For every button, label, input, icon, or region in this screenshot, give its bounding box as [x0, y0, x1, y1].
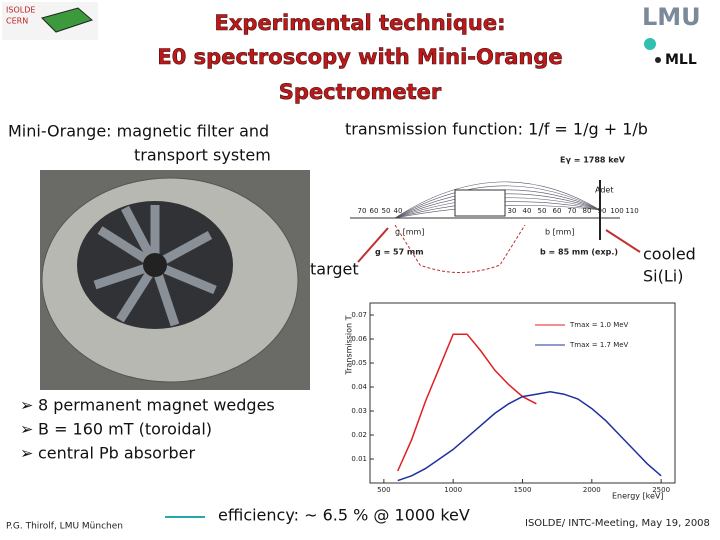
label: cooled [643, 245, 696, 264]
legend-label: Tmax = 1.0 MeV [569, 321, 629, 329]
y-tick-label: 0.01 [351, 455, 367, 463]
scale-label: 60 [553, 207, 562, 215]
logo-lmu: LMU MLL [642, 3, 701, 68]
x-tick-label: 2500 [652, 486, 670, 494]
scale-label: 50 [538, 207, 547, 215]
label: Si(Li) [643, 267, 683, 286]
label: b [mm] [545, 228, 574, 237]
x-tick-label: 1000 [444, 486, 462, 494]
schematic: Eγ = 1788 keV Adet g [mm] b [mm] g = 57 … [350, 156, 641, 273]
x-axis-title: Energy [keV] [612, 492, 664, 501]
scale-label: 80 [583, 207, 592, 215]
legend-label: Tmax = 1.7 MeV [569, 341, 629, 349]
title: Spectrometer [279, 80, 442, 104]
x-tick-label: 500 [377, 486, 390, 494]
scale-label: 100 [610, 207, 623, 215]
scale-label: 40 [394, 207, 403, 215]
bullet-icon: ➢ [20, 396, 33, 415]
logo-text: MLL [665, 52, 697, 68]
scale-label: 40 [523, 207, 532, 215]
scale-label: 60 [370, 207, 379, 215]
scale-label: 110 [625, 207, 638, 215]
footer-meeting: ISOLDE/ INTC-Meeting, May 19, 2008 [525, 518, 710, 529]
caption: Mini-Orange: magnetic filter and [8, 122, 269, 141]
bullet-icon: ➢ [20, 444, 33, 463]
photo [40, 170, 310, 390]
title: Experimental technique: [215, 11, 506, 35]
label: g = 57 mm [375, 248, 424, 257]
x-tick-label: 2000 [583, 486, 601, 494]
label: Adet [595, 186, 613, 195]
chart: Transmission T Energy [keV] 0.01 0.02 0.03… [345, 302, 676, 501]
footer-author: P.G. Thirolf, LMU München [6, 522, 123, 532]
label: b = 85 mm (exp.) [540, 248, 618, 257]
caption: transport system [134, 146, 271, 165]
plot-area [369, 302, 676, 484]
logo-text: LMU [642, 3, 701, 31]
logo-text: ISOLDE [6, 6, 35, 15]
scale-label: 70 [568, 207, 577, 215]
y-tick-label: 0.07 [351, 311, 367, 319]
y-tick-label: 0.06 [351, 335, 367, 343]
y-tick-label: 0.04 [351, 383, 367, 391]
logo-text: CERN [6, 17, 28, 26]
scale-label: 90 [598, 207, 607, 215]
footer-efficiency: efficiency: ~ 6.5 % @ 1000 keV [218, 506, 470, 525]
bullet-icon: ➢ [20, 420, 33, 439]
y-tick-label: 0.05 [351, 359, 367, 367]
y-tick-label: 0.02 [351, 431, 367, 439]
x-tick-label: 1500 [514, 486, 532, 494]
scale-label: 50 [382, 207, 391, 215]
title: E0 spectroscopy with Mini-Orange [157, 45, 562, 69]
scale-label: 70 [358, 207, 367, 215]
logo-isolde: ISOLDE CERN [2, 2, 98, 40]
scale-label: 30 [508, 207, 517, 215]
label: target [310, 260, 359, 279]
bullet: B = 160 mT (toroidal) [38, 420, 212, 439]
y-axis-title: Transmission T [345, 315, 354, 375]
label: Eγ = 1788 keV [560, 156, 626, 165]
caption: transmission function: 1/f = 1/g + 1/b [345, 120, 648, 139]
bullet: 8 permanent magnet wedges [38, 396, 275, 415]
bullet: central Pb absorber [38, 444, 196, 463]
series-line [397, 391, 662, 482]
label: g [mm] [395, 228, 424, 237]
series-line [397, 333, 537, 472]
y-tick-label: 0.03 [351, 407, 367, 415]
